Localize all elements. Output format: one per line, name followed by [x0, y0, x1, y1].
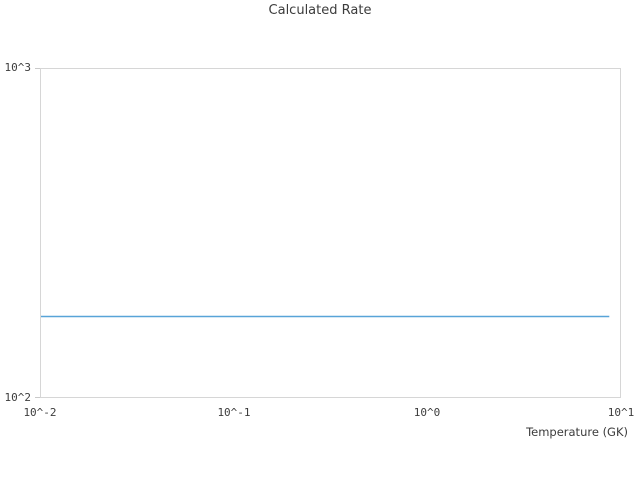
x-tick-label-1e0: 10^0 [413, 406, 441, 419]
x-tick-label-1e-2: 10^-2 [23, 406, 57, 419]
x-axis-label: Temperature (GK) [526, 425, 628, 439]
x-tick-label-1e1: 10^1 [607, 406, 635, 419]
series-line-svg [41, 315, 610, 318]
chart-title: Calculated Rate [268, 3, 372, 18]
y-tick-mark-top [35, 68, 40, 69]
y-tick-label-1e2: 10^2 [4, 391, 32, 404]
plot-area [40, 68, 621, 398]
y-tick-mark-bottom [35, 397, 40, 398]
x-tick-label-1e-1: 10^-1 [217, 406, 251, 419]
y-tick-label-1e3: 10^3 [4, 61, 32, 74]
